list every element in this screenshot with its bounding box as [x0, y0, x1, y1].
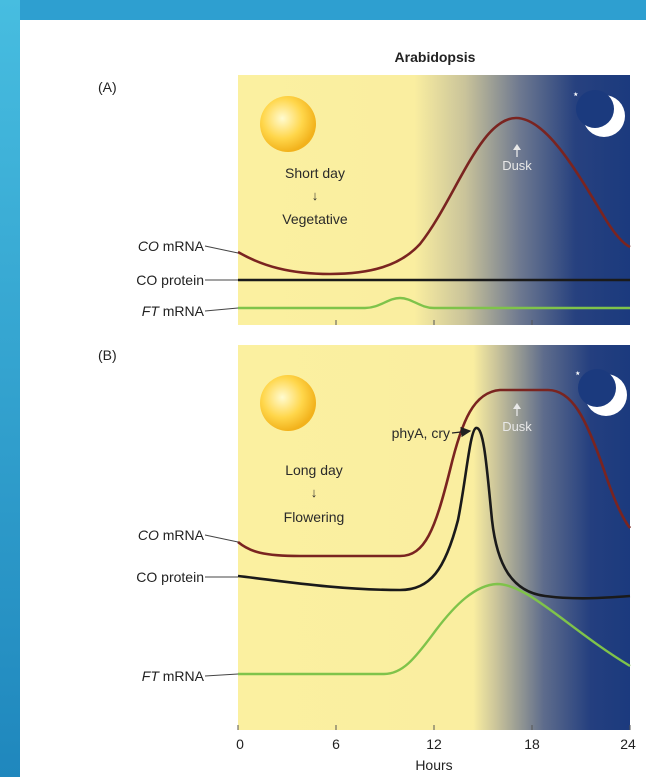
panel-a-outcome-label: Vegetative — [282, 211, 348, 227]
panel-b-ft-mrna-curve — [238, 582, 631, 676]
panel-a-arrow-glyph: ↓ — [312, 188, 319, 203]
slide-top-bar — [0, 0, 646, 20]
panel-a-letter: (A) — [98, 79, 117, 95]
x-axis: 0 6 12 18 24 Hours — [236, 736, 636, 773]
panel-b-co-protein-label: CO protein — [136, 569, 204, 585]
photoreceptor-arrow-icon — [451, 426, 472, 438]
panel-b-co-mrna-curve — [237, 388, 632, 558]
panel-b-outcome-label: Flowering — [284, 509, 345, 525]
panel-b-dusk-label: Dusk — [502, 419, 532, 434]
slide-side-bar — [0, 0, 20, 777]
x-tick-label: 12 — [426, 736, 442, 752]
x-tick-label: 0 — [236, 736, 244, 752]
sun-icon — [260, 375, 316, 431]
panel-b-ft-mrna-leader — [204, 673, 239, 677]
panel-a-co-protein-label: CO protein — [136, 272, 204, 288]
panel-b-ticks — [237, 725, 631, 730]
panel-a-co-mrna-curve — [237, 116, 631, 276]
panel-b-co-protein-curve — [237, 426, 631, 600]
x-axis-label: Hours — [415, 757, 452, 773]
panel-a-ft-mrna-curve — [238, 296, 630, 310]
panel-a-dusk-label: Dusk — [502, 158, 532, 173]
panel-b-day-label: Long day — [285, 462, 343, 478]
dusk-arrowhead-icon — [513, 144, 521, 150]
star-icon: ⋆ — [574, 366, 582, 380]
panel-b-letter: (B) — [98, 347, 117, 363]
panel-a-co-mrna-label: CO mRNA — [138, 238, 205, 254]
panel-b-arrow-glyph: ↓ — [311, 485, 318, 500]
x-tick-label: 6 — [332, 736, 340, 752]
moon-icon — [578, 369, 627, 416]
x-tick-label: 18 — [524, 736, 540, 752]
panel-a-ticks — [335, 320, 533, 325]
panel-b-co-mrna-label: CO mRNA — [138, 527, 205, 543]
panel-b-ft-mrna-label: FT mRNA — [142, 668, 205, 684]
panel-b-photoreceptor-label: phyA, cry — [392, 425, 450, 441]
panel-a-ft-mrna-label: FT mRNA — [142, 303, 205, 319]
panel-a: (A) ⋆ Dusk Short day ↓ Vegetative CO — [98, 75, 631, 325]
panel-b-co-mrna-leader — [204, 534, 239, 543]
moon-icon — [576, 90, 625, 137]
diagram-title: Arabidopsis — [395, 49, 476, 65]
panel-a-ft-mrna-leader — [204, 307, 239, 312]
panel-a-co-mrna-leader — [204, 245, 239, 254]
panel-a-day-label: Short day — [285, 165, 345, 181]
x-tick-label: 24 — [620, 736, 636, 752]
panel-b: (B) ⋆ phyA, cry Dusk Long day ↓ — [98, 345, 632, 730]
dusk-arrowhead-icon — [513, 403, 521, 409]
star-icon: ⋆ — [572, 87, 580, 101]
sun-icon — [260, 96, 316, 152]
